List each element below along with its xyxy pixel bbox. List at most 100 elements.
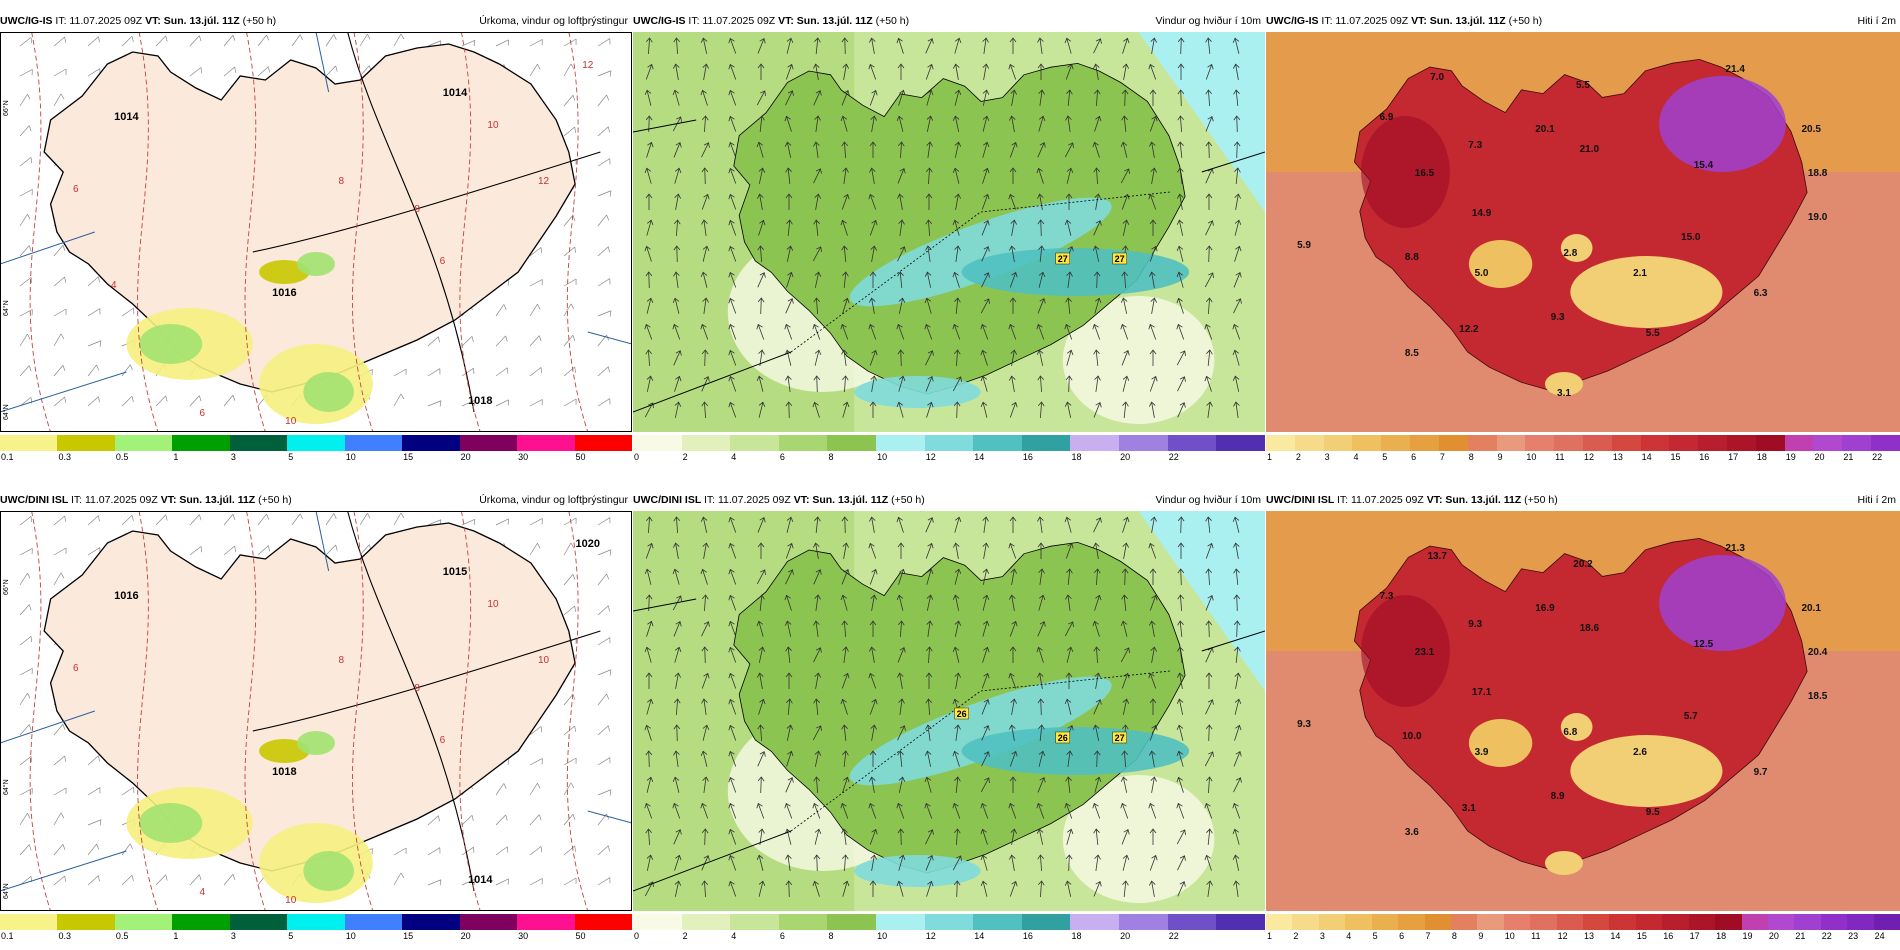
colorbar-segment — [1398, 914, 1425, 930]
wind-barb-icon — [53, 333, 65, 347]
wind-arrow-icon — [1149, 115, 1158, 132]
wind-arrow-icon — [758, 698, 766, 715]
temperature-label: 5.5 — [1646, 328, 1660, 339]
temperature-label: 12.5 — [1694, 639, 1714, 650]
wind-barb-icon — [53, 308, 67, 317]
wind-barb-icon — [563, 303, 575, 317]
wind-arrow-icon — [868, 542, 877, 559]
wind-arrow-icon — [756, 90, 766, 106]
colorbar-tick-label: 6 — [779, 931, 785, 941]
wind-arrow-icon — [924, 802, 933, 819]
colorbar-tick-label: 18 — [1071, 452, 1082, 462]
wind-arrow-icon — [674, 167, 682, 184]
wind-arrow-icon — [1205, 89, 1213, 107]
wind-arrow-icon — [841, 828, 848, 845]
colorbar-segment — [172, 914, 230, 930]
wind-arrow-icon — [1232, 37, 1240, 54]
map-panel-temp: UWC/IG-IS IT: 11.07.2025 09Z VT: Sun. 13… — [1266, 14, 1900, 464]
wind-arrow-icon — [954, 568, 962, 585]
wind-arrow-icon — [1066, 349, 1074, 366]
wind-arrow-icon — [1064, 880, 1072, 897]
wind-barb-icon — [87, 364, 100, 377]
wind-barb-icon — [529, 279, 543, 287]
colorbar-segment — [1119, 435, 1168, 451]
wind-arrow-icon — [1065, 193, 1073, 210]
isobar — [252, 630, 601, 732]
temperature-label: 20.4 — [1808, 647, 1828, 658]
colorbar-segment — [1554, 435, 1583, 451]
temperature-label: 18.5 — [1808, 691, 1828, 702]
wind-arrow-icon — [813, 90, 822, 106]
wind-arrow-icon — [645, 349, 653, 367]
wind-arrow-icon — [1037, 37, 1044, 54]
colorbar-tick-label: 11 — [1531, 931, 1541, 941]
wind-arrow-icon — [1176, 193, 1184, 210]
wind-arrow-icon — [814, 672, 822, 689]
contour-label: 6 — [440, 256, 446, 267]
temperature-label: 8.5 — [1405, 348, 1419, 359]
isotherm — [244, 511, 266, 911]
wind-arrow-icon — [700, 89, 708, 106]
wind-arrow-icon — [952, 219, 960, 236]
wind-arrow-icon — [1009, 37, 1017, 54]
wind-arrow-icon — [1233, 777, 1242, 793]
colorbar-tick-label: 4 — [731, 931, 737, 941]
contour-label: 1016 — [114, 590, 138, 602]
wind-arrow-icon — [897, 828, 905, 846]
colorbar-segment — [924, 914, 974, 930]
wind-arrow-icon — [1064, 401, 1072, 418]
colorbar-tick-label: 14 — [1610, 931, 1621, 941]
gust-label: 27 — [1115, 254, 1125, 264]
wind-arrow-icon — [1037, 698, 1045, 716]
wind-arrow-icon — [868, 802, 877, 819]
wind-arrow-icon — [1066, 271, 1073, 288]
colorbar-tick-label: 7 — [1425, 931, 1431, 941]
wind-arrow-icon — [1234, 672, 1242, 689]
wind-arrow-icon — [1120, 323, 1129, 340]
colorbar-segment — [1727, 435, 1756, 451]
colorbar-tick-label: 16 — [1022, 931, 1033, 941]
wind-arrow-icon — [814, 271, 822, 288]
wind-arrow-icon — [1009, 401, 1018, 418]
panel-title: Úrkoma, vindur og loftþrýstingur — [479, 494, 628, 506]
wind-arrow-icon — [728, 219, 737, 236]
wind-arrow-icon — [1008, 854, 1016, 871]
wind-arrow-icon — [1093, 167, 1101, 185]
colorbar-segment — [1266, 914, 1293, 930]
wind-arrow-icon — [728, 349, 737, 366]
wind-arrow-icon — [673, 698, 681, 716]
wind-arrow-icon — [953, 828, 961, 846]
wind-arrow-icon — [757, 724, 765, 742]
wind-arrow-icon — [812, 802, 821, 819]
colorbar-tick-label: 19 — [1742, 931, 1753, 941]
wind-arrow-icon — [1149, 375, 1158, 392]
wind-arrow-icon — [673, 350, 682, 366]
wind-arrow-icon — [1205, 141, 1213, 159]
colorbar-segment — [1467, 435, 1497, 451]
temperature-label: 19.0 — [1808, 212, 1828, 223]
wind-arrow-icon — [897, 141, 905, 159]
model-name: UWC/DINI ISL — [0, 494, 71, 506]
temperature-label: 6.9 — [1380, 112, 1394, 123]
wind-arrow-icon — [814, 516, 821, 533]
isotherm — [29, 511, 51, 911]
colorbar-segment — [1556, 914, 1584, 930]
wind-arrow-icon — [756, 323, 765, 340]
colorbar-segment — [1371, 914, 1399, 930]
wind-barb-icon — [597, 94, 610, 107]
wind-barb-icon — [19, 756, 33, 766]
colorbar-tick-label: 17 — [1689, 931, 1700, 941]
wind-arrow-icon — [869, 141, 877, 158]
wind-arrow-icon — [757, 776, 765, 794]
wind-arrow-icon — [1205, 620, 1213, 638]
colorbar-tick-label: 20 — [1814, 452, 1825, 462]
wind-barb-icon — [495, 878, 509, 886]
wind-arrow-icon — [980, 323, 989, 340]
wind-arrow-icon — [952, 542, 960, 559]
wind-barb-icon — [597, 605, 610, 616]
map-canvas: 27 27 — [633, 32, 1265, 432]
colorbar-segment — [1294, 435, 1324, 451]
wind-arrow-icon — [784, 323, 793, 340]
wind-arrow-icon — [673, 37, 681, 55]
wind-barb-icon — [19, 812, 31, 826]
